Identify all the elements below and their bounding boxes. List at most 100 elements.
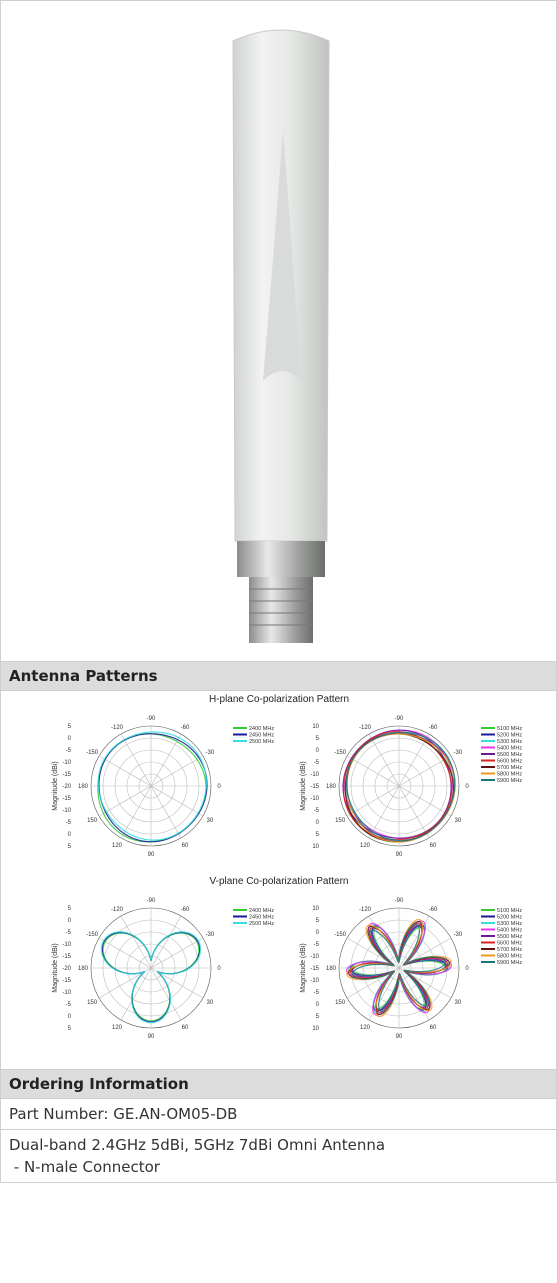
angle-label: 60 — [430, 843, 437, 849]
radial-label: 5 — [68, 1026, 72, 1032]
legend-label: 2400 MHz — [249, 908, 274, 914]
legend-label: 5300 MHz — [497, 739, 522, 745]
legend-label: 2500 MHz — [249, 921, 274, 927]
angle-label: -30 — [454, 750, 463, 756]
angle-label: 120 — [360, 1025, 371, 1031]
legend-label: 5700 MHz — [497, 947, 522, 953]
angle-label: -90 — [395, 898, 404, 904]
angle-label: 90 — [148, 852, 155, 858]
radial-label: -10 — [62, 942, 71, 948]
radial-label: 0 — [316, 820, 320, 826]
radial-label: -5 — [314, 760, 320, 766]
angle-label: -60 — [429, 725, 438, 731]
angle-label: 150 — [335, 818, 346, 824]
radial-label: -10 — [310, 772, 319, 778]
y-axis-label: Magnitude (dBi) — [300, 761, 307, 810]
angle-label: 30 — [455, 1000, 462, 1006]
angle-label: 150 — [87, 1000, 98, 1006]
legend-label: 5100 MHz — [497, 726, 522, 732]
angle-label: -150 — [86, 750, 99, 756]
y-axis-label: Magnitude (dBi) — [52, 761, 59, 810]
radial-label: 10 — [312, 906, 319, 912]
pattern-curve — [97, 731, 208, 841]
polar-spoke — [98, 937, 204, 999]
pattern-curve — [345, 920, 453, 1016]
plot-title: V-plane Co-polarization Pattern — [210, 876, 349, 887]
angle-label: 90 — [148, 1034, 155, 1040]
radial-label: -10 — [310, 978, 319, 984]
legend-label: 2450 MHz — [249, 915, 274, 921]
description-line: Dual-band 2.4GHz 5dBi, 5GHz 7dBi Omni An… — [9, 1136, 386, 1154]
angle-label: -90 — [395, 716, 404, 722]
radial-label: 5 — [68, 844, 72, 850]
section-header: Antenna Patterns — [1, 662, 556, 691]
angle-label: 30 — [207, 818, 214, 824]
pattern-curve — [346, 918, 452, 1018]
legend-label: 5600 MHz — [497, 759, 522, 765]
pattern-curve — [349, 924, 449, 1012]
radial-label: -15 — [62, 772, 71, 778]
legend-label: 5600 MHz — [497, 941, 522, 947]
radial-label: -10 — [310, 796, 319, 802]
legend-label: 5200 MHz — [497, 915, 522, 921]
polar-plots: H-plane Co-polarization Pattern V-plane … — [52, 694, 522, 1040]
angle-label: 60 — [182, 843, 189, 849]
radial-label: 0 — [68, 736, 72, 742]
polar-spoke — [98, 755, 204, 817]
radial-label: 10 — [312, 724, 319, 730]
angle-label: 30 — [455, 818, 462, 824]
antenna-image — [232, 29, 330, 643]
angle-label: 90 — [396, 1034, 403, 1040]
radial-label: 5 — [68, 724, 72, 730]
angle-label: 30 — [207, 1000, 214, 1006]
radial-label: -5 — [66, 820, 72, 826]
legend-label: 2400 MHz — [249, 726, 274, 732]
angle-label: -60 — [181, 907, 190, 913]
radial-label: -5 — [66, 1002, 72, 1008]
radial-label: -10 — [62, 808, 71, 814]
radial-label: 0 — [68, 1014, 72, 1020]
radial-label: 5 — [316, 918, 320, 924]
radial-label: -15 — [62, 978, 71, 984]
pattern-curve — [100, 931, 202, 1024]
angle-label: -120 — [359, 907, 372, 913]
legend-label: 5200 MHz — [497, 733, 522, 739]
angle-label: 180 — [326, 784, 337, 790]
radial-label: -20 — [62, 966, 71, 972]
angle-label: -120 — [111, 907, 124, 913]
legend-label: 5300 MHz — [497, 921, 522, 927]
angle-label: 60 — [182, 1025, 189, 1031]
legend-label: 5500 MHz — [497, 934, 522, 940]
radial-label: -10 — [62, 990, 71, 996]
angle-label: -60 — [429, 907, 438, 913]
product-page: Antenna Patterns H-plane Co-polarization… — [0, 0, 557, 1183]
product-image — [1, 1, 556, 662]
angle-label: 120 — [360, 843, 371, 849]
radial-label: 5 — [68, 906, 72, 912]
angle-label: -120 — [359, 725, 372, 731]
angle-label: 0 — [465, 966, 469, 972]
angle-label: 180 — [326, 966, 337, 972]
legend-label: 2500 MHz — [249, 739, 274, 745]
angle-label: -30 — [454, 932, 463, 938]
polar-spoke — [346, 937, 452, 999]
description-line: - N-male Connector — [9, 1158, 160, 1176]
radial-label: -5 — [314, 942, 320, 948]
legend-label: 5900 MHz — [497, 960, 522, 966]
radial-label: -5 — [314, 808, 320, 814]
pattern-curve — [347, 922, 451, 1014]
angle-label: 120 — [112, 1025, 123, 1031]
radial-label: 5 — [316, 736, 320, 742]
radial-label: 0 — [316, 748, 320, 754]
radial-label: -5 — [66, 930, 72, 936]
angle-label: -90 — [147, 898, 156, 904]
pattern-curve — [352, 924, 446, 1012]
angle-label: -120 — [111, 725, 124, 731]
radial-label: 0 — [316, 1002, 320, 1008]
pattern-curve — [346, 732, 456, 842]
radial-label: 0 — [68, 832, 72, 838]
radial-label: -10 — [310, 954, 319, 960]
radial-label: -10 — [62, 760, 71, 766]
legend-label: 5100 MHz — [497, 908, 522, 914]
angle-label: 150 — [87, 818, 98, 824]
